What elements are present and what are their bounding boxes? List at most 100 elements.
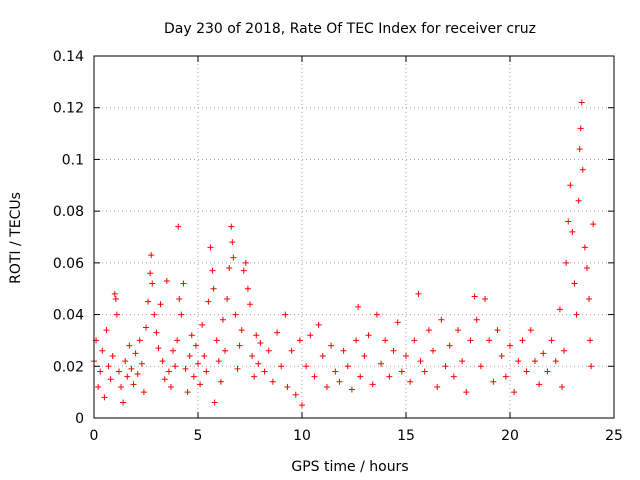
data-point-marker	[282, 311, 289, 318]
data-point-marker	[284, 383, 291, 390]
data-point-marker	[565, 218, 572, 225]
data-point-marker	[450, 373, 457, 380]
data-point-marker	[120, 399, 127, 406]
data-point-marker	[353, 337, 360, 344]
data-point-marker	[577, 125, 584, 132]
data-point-marker	[576, 146, 583, 153]
data-point-marker	[167, 383, 174, 390]
data-point-marker	[311, 373, 318, 380]
data-point-marker	[365, 332, 372, 339]
data-point-marker	[579, 166, 586, 173]
data-point-marker	[278, 363, 285, 370]
data-point-marker	[473, 316, 480, 323]
data-point-marker	[101, 394, 108, 401]
data-point-marker	[328, 342, 335, 349]
data-point-marker	[172, 363, 179, 370]
data-point-marker	[151, 311, 158, 318]
data-point-marker	[230, 254, 237, 261]
data-point-marker	[205, 298, 212, 305]
data-point-marker	[140, 389, 147, 396]
data-point-marker	[378, 360, 385, 367]
data-point-marker	[184, 389, 191, 396]
data-point-marker	[126, 342, 133, 349]
data-point-marker	[307, 332, 314, 339]
data-point-marker	[170, 347, 177, 354]
data-point-marker	[236, 342, 243, 349]
x-tick-label: 10	[293, 428, 311, 444]
data-point-marker	[257, 340, 264, 347]
data-point-marker	[107, 376, 114, 383]
data-points	[91, 99, 597, 409]
data-point-marker	[274, 329, 281, 336]
data-point-marker	[180, 280, 187, 287]
data-point-marker	[153, 329, 160, 336]
data-point-marker	[511, 389, 518, 396]
data-point-marker	[174, 337, 181, 344]
data-point-marker	[247, 301, 253, 308]
data-point-marker	[130, 381, 137, 388]
data-point-marker	[224, 296, 231, 303]
data-point-marker	[531, 358, 538, 365]
data-point-marker	[197, 381, 204, 388]
y-tick-label: 0.08	[53, 204, 84, 220]
data-point-marker	[386, 373, 393, 380]
data-point-marker	[569, 228, 576, 235]
data-point-marker	[430, 347, 437, 354]
data-point-marker	[446, 342, 453, 349]
data-point-marker	[199, 321, 206, 328]
data-point-marker	[588, 363, 595, 370]
data-point-marker	[403, 352, 409, 359]
data-point-marker	[498, 352, 505, 359]
data-point-marker	[265, 347, 272, 354]
data-point-marker	[161, 376, 168, 383]
data-point-marker	[122, 358, 129, 365]
data-point-marker	[455, 327, 461, 334]
data-point-marker	[398, 368, 405, 375]
chart-title: Day 230 of 2018, Rate Of TEC Index for r…	[164, 21, 536, 37]
data-point-marker	[463, 389, 470, 396]
data-point-marker	[332, 368, 339, 375]
data-point-marker	[165, 368, 172, 375]
data-point-marker	[459, 358, 466, 365]
data-point-marker	[228, 223, 235, 230]
data-point-marker	[556, 306, 563, 313]
data-point-marker	[344, 363, 351, 370]
data-point-marker	[340, 347, 347, 354]
data-point-marker	[103, 327, 110, 334]
data-point-marker	[407, 378, 414, 385]
data-point-marker	[571, 280, 578, 287]
data-point-marker	[112, 296, 119, 303]
x-tick-label: 25	[605, 428, 623, 444]
data-point-marker	[575, 197, 582, 204]
data-point-marker	[145, 298, 152, 305]
data-point-marker	[382, 337, 389, 344]
data-point-marker	[201, 352, 208, 359]
data-point-marker	[315, 321, 322, 328]
data-point-marker	[494, 327, 501, 334]
data-point-marker	[240, 267, 247, 274]
data-point-marker	[215, 358, 222, 365]
y-tick-label: 0.12	[53, 101, 84, 117]
data-point-marker	[552, 358, 559, 365]
data-point-marker	[563, 259, 570, 266]
data-point-marker	[186, 352, 193, 359]
axis-ticks: 0 5 10 15 20 25 0 0.02 0.04 0.06 0.08 0.1 0.12 0.14	[53, 49, 623, 444]
data-point-marker	[390, 347, 397, 354]
data-point-marker	[486, 337, 493, 344]
data-point-marker	[261, 368, 268, 375]
data-point-marker	[471, 293, 478, 300]
data-point-marker	[238, 327, 245, 334]
y-tick-label: 0.04	[53, 308, 84, 324]
data-point-marker	[105, 363, 112, 370]
data-point-marker	[536, 381, 543, 388]
data-point-marker	[587, 337, 594, 344]
data-point-marker	[425, 327, 432, 334]
data-point-marker	[394, 319, 401, 326]
data-point-marker	[176, 296, 183, 303]
data-point-marker	[143, 324, 149, 331]
y-axis-label: ROTI / TECUs	[8, 192, 24, 284]
data-point-marker	[124, 373, 131, 380]
data-point-marker	[134, 371, 141, 378]
data-point-marker	[417, 358, 424, 365]
data-point-marker	[203, 368, 210, 375]
